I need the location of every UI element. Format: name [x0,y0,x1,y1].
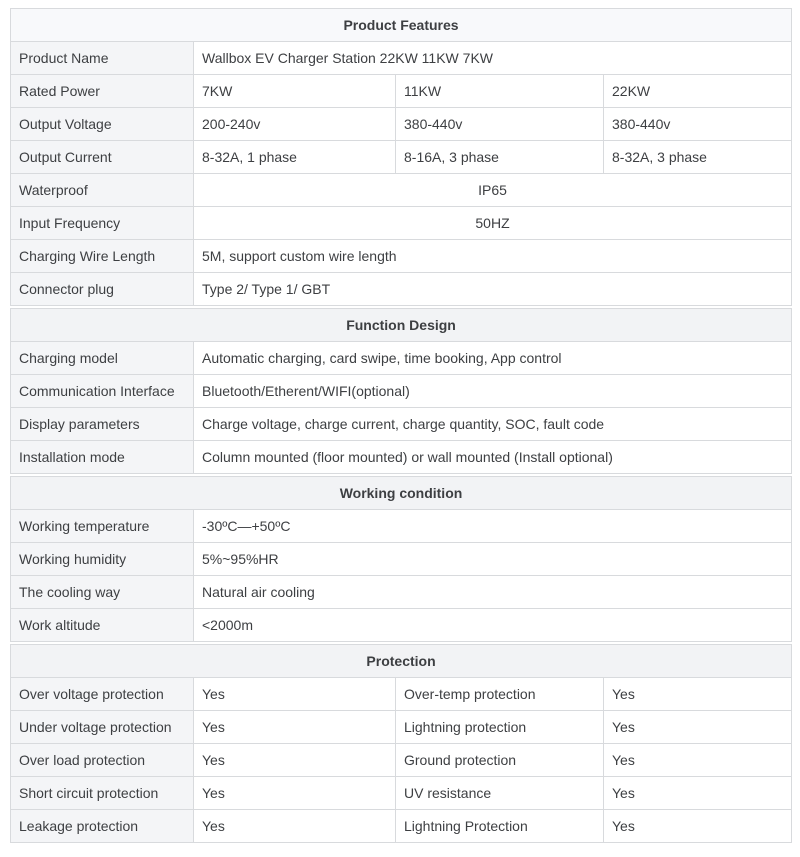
row-value-output-voltage-3: 380-440v [602,107,793,141]
row-value-output-current-2: 8-16A, 3 phase [395,140,604,174]
row-value-charging-model: Automatic charging, card swipe, time boo… [192,341,793,375]
row-label-product-name: Product Name [10,41,194,75]
row-value-rated-power-22kw: 22KW [602,74,793,108]
table-row: Output Current 8-32A, 1 phase 8-16A, 3 p… [10,140,793,174]
row-label-cooling-way: The cooling way [10,575,194,609]
table-row: Input Frequency 50HZ [10,206,793,240]
row-label-output-voltage: Output Voltage [10,107,194,141]
row-value-short-circuit-protection: Yes [193,776,396,810]
section-header-row: Function Design [9,308,793,342]
table-row: Working temperature -30ºC—+50ºC [10,509,792,543]
table-row: Short circuit protection Yes UV resistan… [10,776,793,810]
row-label-short-circuit-protection: Short circuit protection [10,776,194,810]
row-label-output-current: Output Current [10,140,194,174]
row-label-waterproof: Waterproof [10,173,194,207]
row-value-lightning-protection: Yes [602,710,793,744]
row-label-connector-plug: Connector plug [10,272,194,306]
table-row: Working humidity 5%~95%HR [10,542,792,576]
row-label-display-parameters: Display parameters [10,407,194,441]
row-value-cooling-way: Natural air cooling [193,575,792,609]
section-header-row: Working condition [10,476,792,510]
row-label-lightning-protection-2: Lightning Protection [395,809,604,843]
section-title-working-condition: Working condition [10,476,792,510]
table-row: Display parameters Charge voltage, charg… [10,407,793,441]
row-value-waterproof: IP65 [192,173,793,207]
row-value-charging-wire-length: 5M, support custom wire length [192,239,793,273]
row-value-product-name: Wallbox EV Charger Station 22KW 11KW 7KW [192,41,793,75]
row-value-input-frequency: 50HZ [192,206,793,240]
row-label-work-altitude: Work altitude [10,608,194,642]
table-product-features: Product Features Product Name Wallbox EV… [9,8,793,306]
row-value-over-load-protection: Yes [193,743,396,777]
table-row: Installation mode Column mounted (floor … [10,440,793,474]
table-row: Charging Wire Length 5M, support custom … [10,239,793,273]
table-row: Over load protection Yes Ground protecti… [10,743,793,777]
row-value-communication-interface: Bluetooth/Etherent/WIFI(optional) [192,374,793,408]
row-value-uv-resistance: Yes [602,776,793,810]
row-label-ground-protection: Ground protection [395,743,604,777]
row-value-connector-plug: Type 2/ Type 1/ GBT [192,272,793,306]
table-row: The cooling way Natural air cooling [10,575,792,609]
row-label-installation-mode: Installation mode [10,440,194,474]
row-value-installation-mode: Column mounted (floor mounted) or wall m… [192,440,793,474]
row-label-uv-resistance: UV resistance [395,776,604,810]
row-value-display-parameters: Charge voltage, charge current, charge q… [192,407,793,441]
table-row: Charging model Automatic charging, card … [10,341,793,375]
row-label-lightning-protection: Lightning protection [395,710,604,744]
row-label-under-voltage-protection: Under voltage protection [10,710,194,744]
row-value-lightning-protection-2: Yes [602,809,793,843]
row-value-working-temperature: -30ºC—+50ºC [193,509,792,543]
row-value-under-voltage-protection: Yes [193,710,396,744]
row-label-working-temperature: Working temperature [10,509,194,543]
row-value-leakage-protection: Yes [193,809,396,843]
row-value-rated-power-7kw: 7KW [193,74,396,108]
row-value-output-current-3: 8-32A, 3 phase [602,140,793,174]
row-label-rated-power: Rated Power [10,74,194,108]
table-row: Product Name Wallbox EV Charger Station … [10,41,793,75]
row-value-work-altitude: <2000m [193,608,792,642]
row-value-over-voltage-protection: Yes [193,677,396,711]
table-protection: Protection Over voltage protection Yes O… [9,644,793,843]
row-label-input-frequency: Input Frequency [10,206,194,240]
table-working-condition: Working condition Working temperature -3… [10,476,792,642]
table-row: Work altitude <2000m [10,608,792,642]
row-value-rated-power-11kw: 11KW [395,74,604,108]
row-label-working-humidity: Working humidity [10,542,194,576]
row-value-ground-protection: Yes [602,743,793,777]
table-row: Rated Power 7KW 11KW 22KW [10,74,793,108]
row-value-output-current-1: 8-32A, 1 phase [193,140,396,174]
table-row: Output Voltage 200-240v 380-440v 380-440… [10,107,793,141]
section-title-function-design: Function Design [9,308,793,342]
table-row: Connector plug Type 2/ Type 1/ GBT [10,272,793,306]
section-title-product-features: Product Features [9,8,793,42]
row-label-communication-interface: Communication Interface [10,374,194,408]
table-row: Leakage protection Yes Lightning Protect… [10,809,793,843]
row-label-leakage-protection: Leakage protection [10,809,194,843]
row-label-over-temp-protection: Over-temp protection [395,677,604,711]
row-label-charging-model: Charging model [10,341,194,375]
table-row: Waterproof IP65 [10,173,793,207]
row-value-output-voltage-2: 380-440v [395,107,604,141]
table-title-row: Product Features [9,8,793,42]
section-header-row: Protection [9,644,793,678]
row-value-output-voltage-1: 200-240v [193,107,396,141]
row-label-over-load-protection: Over load protection [10,743,194,777]
table-row: Communication Interface Bluetooth/Ethere… [10,374,793,408]
table-row: Under voltage protection Yes Lightning p… [10,710,793,744]
table-row: Over voltage protection Yes Over-temp pr… [10,677,793,711]
row-label-charging-wire-length: Charging Wire Length [10,239,194,273]
row-value-over-temp-protection: Yes [602,677,793,711]
section-title-protection: Protection [9,644,793,678]
row-label-over-voltage-protection: Over voltage protection [10,677,194,711]
table-function-design: Function Design Charging model Automatic… [9,308,793,474]
row-value-working-humidity: 5%~95%HR [193,542,792,576]
